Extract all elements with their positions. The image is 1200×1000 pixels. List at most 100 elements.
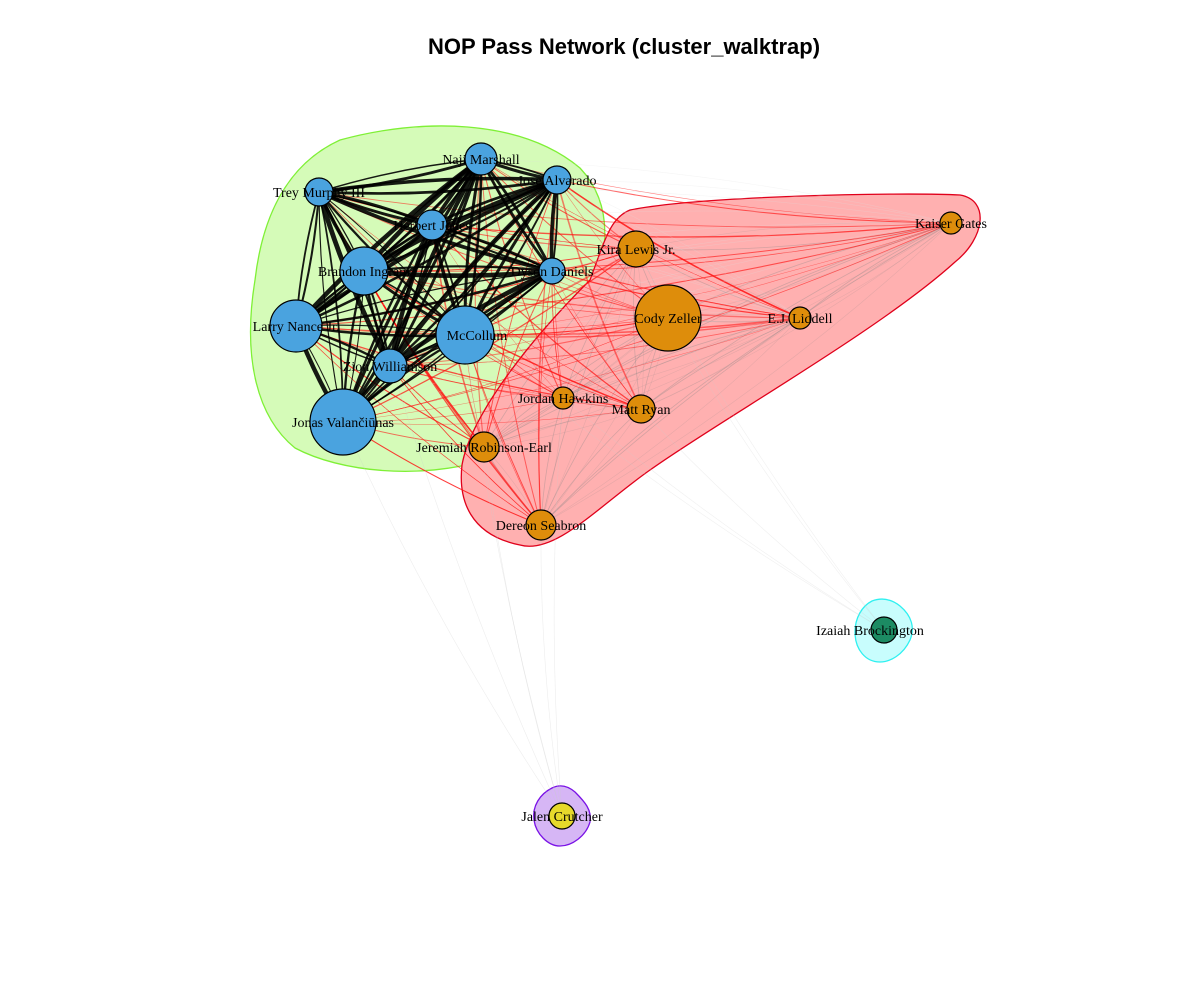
pass-edge — [318, 178, 558, 195]
player-node-brandon-ingram: Brandon Ingram — [318, 246, 410, 296]
player-node-e-j-liddell: E.J. Liddell — [768, 306, 833, 330]
player-node-label: Naji Marshall — [442, 153, 519, 168]
pass-edge — [640, 408, 885, 631]
pass-edge — [341, 158, 483, 423]
pass-edge — [483, 408, 642, 448]
pass-edge — [483, 222, 952, 448]
player-node-label: Trey Murphy III — [273, 186, 365, 201]
pass-edge — [318, 191, 801, 319]
player-node-label: Zion Williamson — [343, 360, 437, 375]
player-node-label: Brandon Ingram — [318, 265, 410, 280]
pass-edge — [667, 222, 952, 319]
pass-edge — [363, 222, 952, 272]
player-node-label: Jose Alvarado — [518, 174, 597, 189]
player-node-label: Matt Ryan — [612, 403, 671, 418]
pass-edge — [464, 334, 885, 631]
player-node-trey-murphy-iii: Trey Murphy III — [273, 177, 365, 207]
pass-edge — [540, 222, 952, 526]
pass-edge — [318, 187, 952, 224]
pass-edge — [799, 222, 952, 319]
pass-edge — [483, 317, 801, 448]
pass-edge — [540, 408, 642, 526]
pass-edge — [667, 317, 885, 631]
pass-edge — [540, 524, 563, 817]
player-node-label: E.J. Liddell — [768, 312, 833, 327]
pass-edge — [483, 270, 553, 448]
player-node-label: McCollum — [447, 329, 508, 344]
pass-edge — [389, 317, 669, 367]
player-node-cody-zeller: Cody Zeller — [634, 284, 702, 352]
pass-edge — [799, 222, 952, 319]
player-node-label: Herbert Jones — [393, 219, 470, 234]
pass-edge — [389, 317, 801, 367]
chart-title: NOP Pass Network (cluster_walktrap) — [427, 34, 821, 59]
player-node-label: Kaiser Gates — [915, 217, 987, 232]
player-node-circle — [870, 616, 898, 644]
pass-edge — [389, 365, 642, 410]
player-node-circle — [435, 305, 495, 365]
pass-edge — [431, 210, 952, 226]
pass-edge — [483, 446, 563, 817]
pass-edge — [640, 317, 801, 410]
pass-edge — [556, 179, 801, 319]
pass-edge — [295, 325, 542, 526]
player-node-circle — [551, 386, 575, 410]
pass-edge — [635, 222, 952, 251]
pass-edge — [483, 248, 637, 448]
pass-edge — [556, 179, 642, 410]
pass-edge — [556, 179, 801, 319]
pass-edge — [342, 408, 642, 425]
player-node-larry-nance-jr: Larry Nance Jr. — [253, 299, 340, 353]
player-node-mccollum: McCollum — [435, 305, 508, 365]
pass-edge — [342, 248, 637, 423]
pass-edge — [551, 222, 952, 272]
player-node-label: Jonas Valančiūnas — [292, 416, 394, 431]
pass-edge — [667, 222, 952, 319]
pass-edge — [540, 248, 637, 526]
pass-edge — [342, 421, 563, 817]
pass-edge — [553, 397, 564, 817]
pass-edge — [635, 248, 801, 319]
player-node-jordan-hawkins: Jordan Hawkins — [518, 386, 609, 410]
player-node-circle — [304, 177, 334, 207]
pass-edge — [295, 325, 485, 448]
player-node-jalen-crutcher: Jalen Crutcher — [521, 802, 603, 830]
pass-edge — [295, 178, 558, 328]
player-node-label: Jeremiah Robinson-Earl — [416, 441, 552, 456]
player-node-circle — [538, 257, 566, 285]
pass-edge — [363, 270, 642, 410]
player-node-label: Larry Nance Jr. — [253, 320, 340, 335]
pass-edge — [389, 248, 637, 367]
pass-edge — [551, 222, 952, 272]
player-node-circle — [788, 306, 812, 330]
pass-edge — [389, 365, 542, 526]
pass-edge — [363, 270, 542, 526]
pass-edge — [483, 222, 952, 448]
player-node-circle — [468, 431, 500, 463]
pass-edge — [640, 317, 801, 410]
pass-edge — [295, 270, 553, 327]
player-node-jeremiah-robinson-earl: Jeremiah Robinson-Earl — [416, 431, 552, 463]
player-node-zion-williamson: Zion Williamson — [343, 348, 437, 384]
pass-edge — [464, 222, 952, 336]
player-node-circle — [339, 246, 389, 296]
player-node-circle — [309, 388, 377, 456]
player-node-naji-marshall: Naji Marshall — [442, 142, 520, 176]
pass-edge — [464, 317, 801, 338]
player-nodes: Naji Marshall Jose Alvarado Trey Murphy II… — [253, 142, 987, 830]
pass-edge — [556, 179, 952, 224]
pass-edge — [483, 317, 801, 448]
pass-edge — [540, 222, 952, 526]
player-node-circle — [548, 802, 576, 830]
pass-edge — [635, 248, 801, 319]
player-node-label: Jordan Hawkins — [518, 392, 609, 407]
pass-edge — [464, 334, 563, 817]
pass-edge — [431, 224, 564, 399]
pass-edge — [464, 222, 952, 336]
pass-edge — [464, 315, 801, 336]
player-node-circle — [525, 509, 557, 541]
player-node-circle — [634, 284, 702, 352]
player-node-dereon-seabron: Dereon Seabron — [496, 509, 586, 541]
player-node-kira-lewis-jr: Kira Lewis Jr. — [597, 230, 675, 268]
pass-edge — [562, 317, 801, 399]
